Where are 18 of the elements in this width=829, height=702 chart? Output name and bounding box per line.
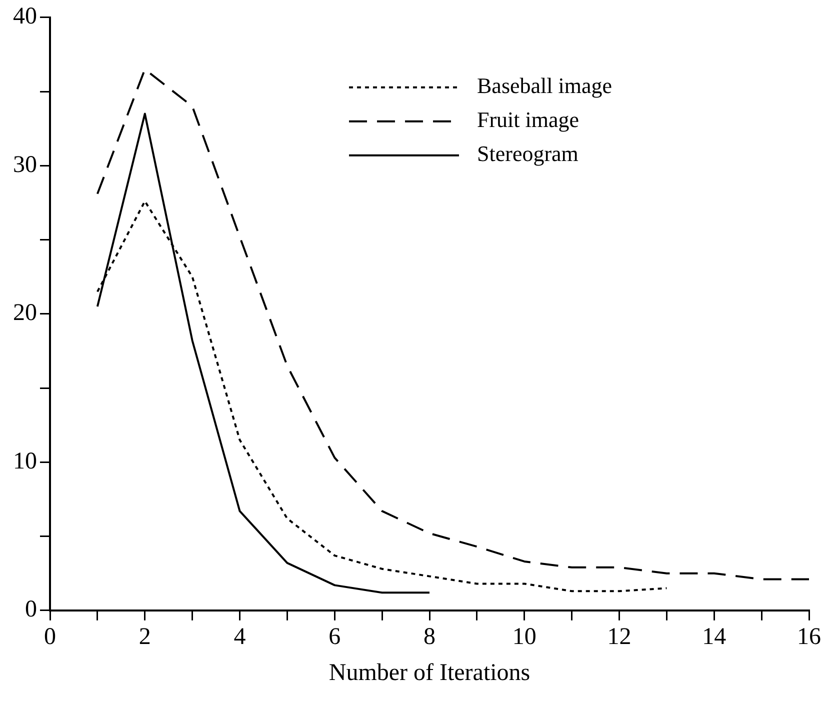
x-tick-label: 4 [234, 624, 246, 650]
x-tick-label: 10 [512, 624, 536, 650]
legend-label: Fruit image [477, 107, 580, 132]
y-tick-label: 40 [13, 4, 37, 30]
y-tick-label: 30 [13, 152, 37, 178]
legend-label: Stereogram [477, 141, 578, 166]
x-tick-label: 0 [44, 624, 56, 650]
x-tick-label: 14 [702, 624, 726, 650]
x-axis-title: Number of Iterations [328, 660, 530, 686]
x-tick-label: 6 [328, 624, 341, 650]
x-tick-label: 2 [138, 624, 151, 650]
x-tick-label: 8 [424, 624, 436, 650]
y-tick-label: 10 [13, 448, 37, 474]
x-tick-label: 16 [797, 624, 821, 650]
legend-label: Baseball image [477, 73, 612, 98]
y-tick-label: 0 [25, 596, 37, 623]
x-tick-label: 12 [607, 624, 632, 650]
y-tick-label: 20 [13, 300, 37, 326]
